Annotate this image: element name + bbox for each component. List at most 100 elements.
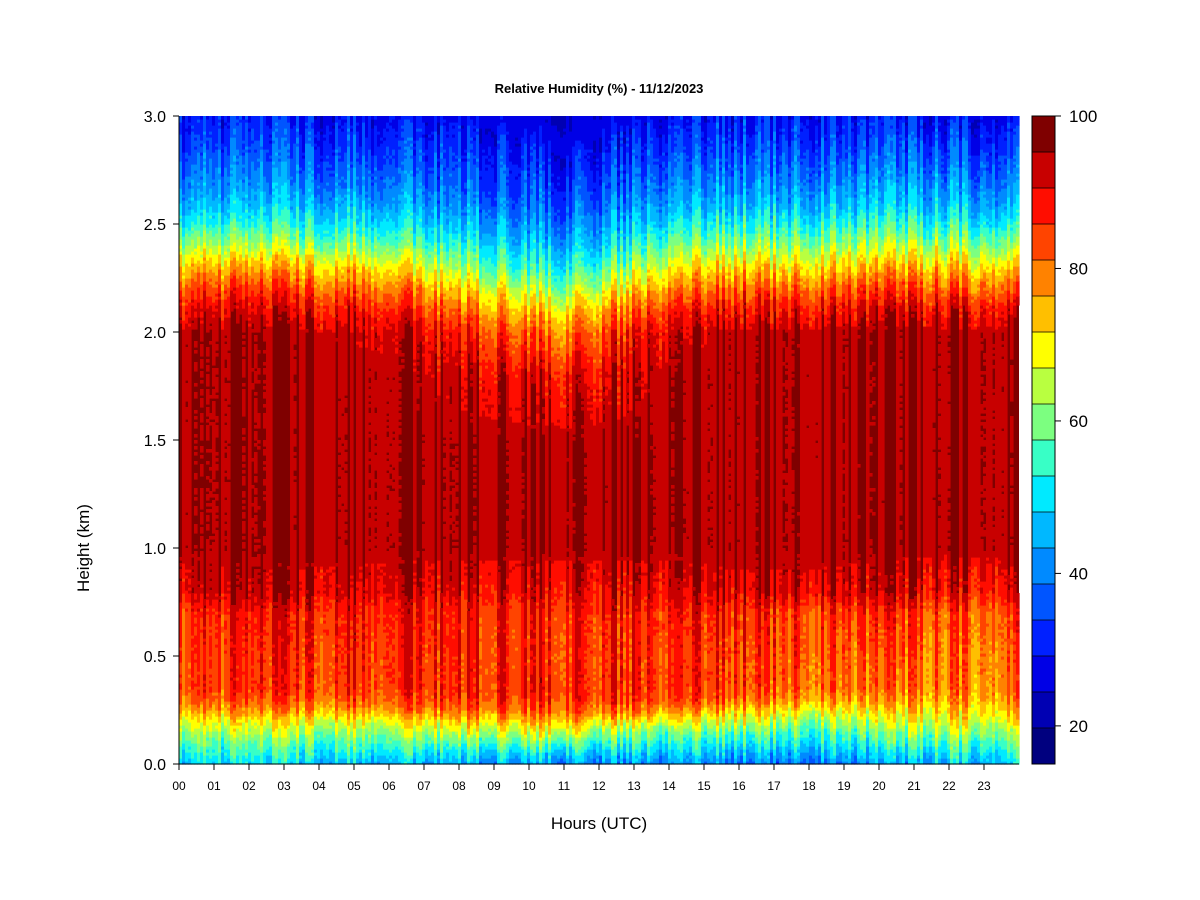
heatmap-cell bbox=[368, 389, 372, 396]
heatmap-cell bbox=[347, 116, 351, 129]
heatmap-cell bbox=[356, 176, 360, 180]
heatmap-cell bbox=[263, 626, 267, 630]
heatmap-cell bbox=[275, 728, 279, 738]
heatmap-cell bbox=[305, 143, 309, 180]
heatmap-cell bbox=[323, 743, 327, 756]
heatmap-cell bbox=[302, 296, 306, 315]
heatmap-cell bbox=[359, 689, 363, 693]
heatmap-cell bbox=[326, 170, 330, 183]
heatmap-cell bbox=[368, 680, 372, 684]
heatmap-cell bbox=[287, 581, 291, 585]
heatmap-cell bbox=[224, 755, 228, 762]
heatmap-cell bbox=[287, 197, 291, 201]
heatmap-cell bbox=[200, 179, 204, 192]
heatmap-cell bbox=[338, 650, 342, 654]
heatmap-cell bbox=[236, 581, 240, 585]
heatmap-cell bbox=[290, 632, 294, 642]
heatmap-cell bbox=[233, 743, 237, 759]
heatmap-cell bbox=[248, 182, 252, 186]
heatmap-cell bbox=[218, 293, 222, 297]
heatmap-cell bbox=[266, 617, 270, 621]
heatmap-cell bbox=[212, 389, 216, 399]
heatmap-cell bbox=[212, 200, 216, 213]
heatmap-cell bbox=[215, 452, 219, 456]
heatmap-cell bbox=[326, 116, 330, 126]
heatmap-cell bbox=[368, 257, 372, 267]
heatmap-cell bbox=[206, 245, 210, 255]
heatmap-cell bbox=[185, 383, 189, 402]
heatmap-cell bbox=[236, 227, 240, 240]
heatmap-cell bbox=[380, 302, 384, 312]
heatmap-cell bbox=[239, 215, 243, 219]
heatmap-cell bbox=[464, 410, 468, 564]
heatmap-cell bbox=[287, 272, 291, 288]
heatmap-cell bbox=[200, 746, 204, 753]
heatmap-cell bbox=[314, 752, 318, 756]
heatmap-cell bbox=[248, 146, 252, 150]
heatmap-cell bbox=[263, 641, 267, 645]
heatmap-cell bbox=[287, 746, 291, 759]
heatmap-cell bbox=[335, 656, 339, 663]
heatmap-cell bbox=[242, 347, 246, 357]
heatmap-cell bbox=[224, 752, 228, 756]
heatmap-cell bbox=[269, 161, 273, 195]
heatmap-cell bbox=[383, 701, 387, 711]
heatmap-cell bbox=[284, 206, 288, 222]
heatmap-cell bbox=[341, 593, 345, 600]
heatmap-cell bbox=[353, 728, 357, 738]
heatmap-cell bbox=[386, 116, 390, 123]
heatmap-column bbox=[347, 116, 351, 765]
heatmap-cell bbox=[350, 578, 354, 582]
heatmap-cell bbox=[200, 617, 204, 630]
heatmap-cell bbox=[383, 665, 387, 669]
heatmap-cell bbox=[338, 740, 342, 753]
heatmap-cell bbox=[206, 119, 210, 138]
heatmap-cell bbox=[188, 317, 192, 324]
heatmap-cell bbox=[293, 254, 297, 264]
heatmap-cell bbox=[266, 326, 270, 573]
heatmap-column bbox=[287, 116, 291, 765]
heatmap-cell bbox=[194, 440, 198, 444]
heatmap-cell bbox=[317, 326, 321, 333]
heatmap-cell bbox=[206, 254, 210, 261]
heatmap-cell bbox=[200, 284, 204, 300]
heatmap-cell bbox=[344, 533, 348, 540]
heatmap-cell bbox=[344, 293, 348, 297]
heatmap-cell bbox=[242, 152, 246, 156]
heatmap-cell bbox=[368, 383, 372, 387]
heatmap-cell bbox=[332, 572, 336, 600]
heatmap-cell bbox=[194, 461, 198, 465]
heatmap-cell bbox=[203, 281, 207, 291]
heatmap-cell bbox=[353, 617, 357, 633]
heatmap-column bbox=[374, 116, 378, 765]
heatmap-cell bbox=[212, 116, 216, 126]
heatmap-cell bbox=[332, 740, 336, 753]
heatmap-cell bbox=[386, 677, 390, 702]
heatmap-cell bbox=[218, 212, 222, 228]
heatmap-cell bbox=[287, 287, 291, 306]
heatmap-cell bbox=[230, 170, 234, 174]
heatmap-cell bbox=[203, 152, 207, 159]
heatmap-cell bbox=[386, 749, 390, 759]
heatmap-cell bbox=[323, 230, 327, 234]
heatmap-cell bbox=[269, 290, 273, 309]
heatmap-cell bbox=[203, 686, 207, 690]
heatmap-cell bbox=[215, 731, 219, 741]
heatmap-cell bbox=[365, 590, 369, 594]
heatmap-cell bbox=[353, 746, 357, 750]
heatmap-column bbox=[389, 116, 393, 765]
heatmap-cell bbox=[251, 227, 255, 243]
heatmap-cell bbox=[353, 263, 357, 270]
heatmap-cell bbox=[374, 440, 378, 444]
heatmap-cell bbox=[215, 308, 219, 312]
heatmap-cell bbox=[188, 209, 192, 216]
heatmap-cell bbox=[272, 674, 276, 678]
heatmap-cell bbox=[266, 278, 270, 288]
heatmap-cell bbox=[344, 116, 348, 120]
heatmap-cell bbox=[353, 752, 357, 765]
heatmap-cell bbox=[308, 638, 312, 642]
heatmap-cell bbox=[233, 689, 237, 693]
heatmap-cell bbox=[365, 164, 369, 168]
heatmap-cell bbox=[200, 464, 204, 477]
heatmap-cell bbox=[248, 728, 252, 732]
